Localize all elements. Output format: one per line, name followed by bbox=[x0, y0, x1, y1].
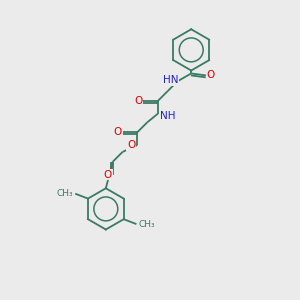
Text: CH₃: CH₃ bbox=[57, 189, 73, 198]
Text: O: O bbox=[104, 169, 112, 179]
Text: O: O bbox=[127, 140, 136, 150]
Text: O: O bbox=[113, 127, 122, 137]
Text: NH: NH bbox=[160, 111, 176, 121]
Text: O: O bbox=[134, 96, 142, 106]
Text: CH₃: CH₃ bbox=[138, 220, 155, 229]
Text: HN: HN bbox=[163, 75, 178, 85]
Text: O: O bbox=[207, 70, 215, 80]
